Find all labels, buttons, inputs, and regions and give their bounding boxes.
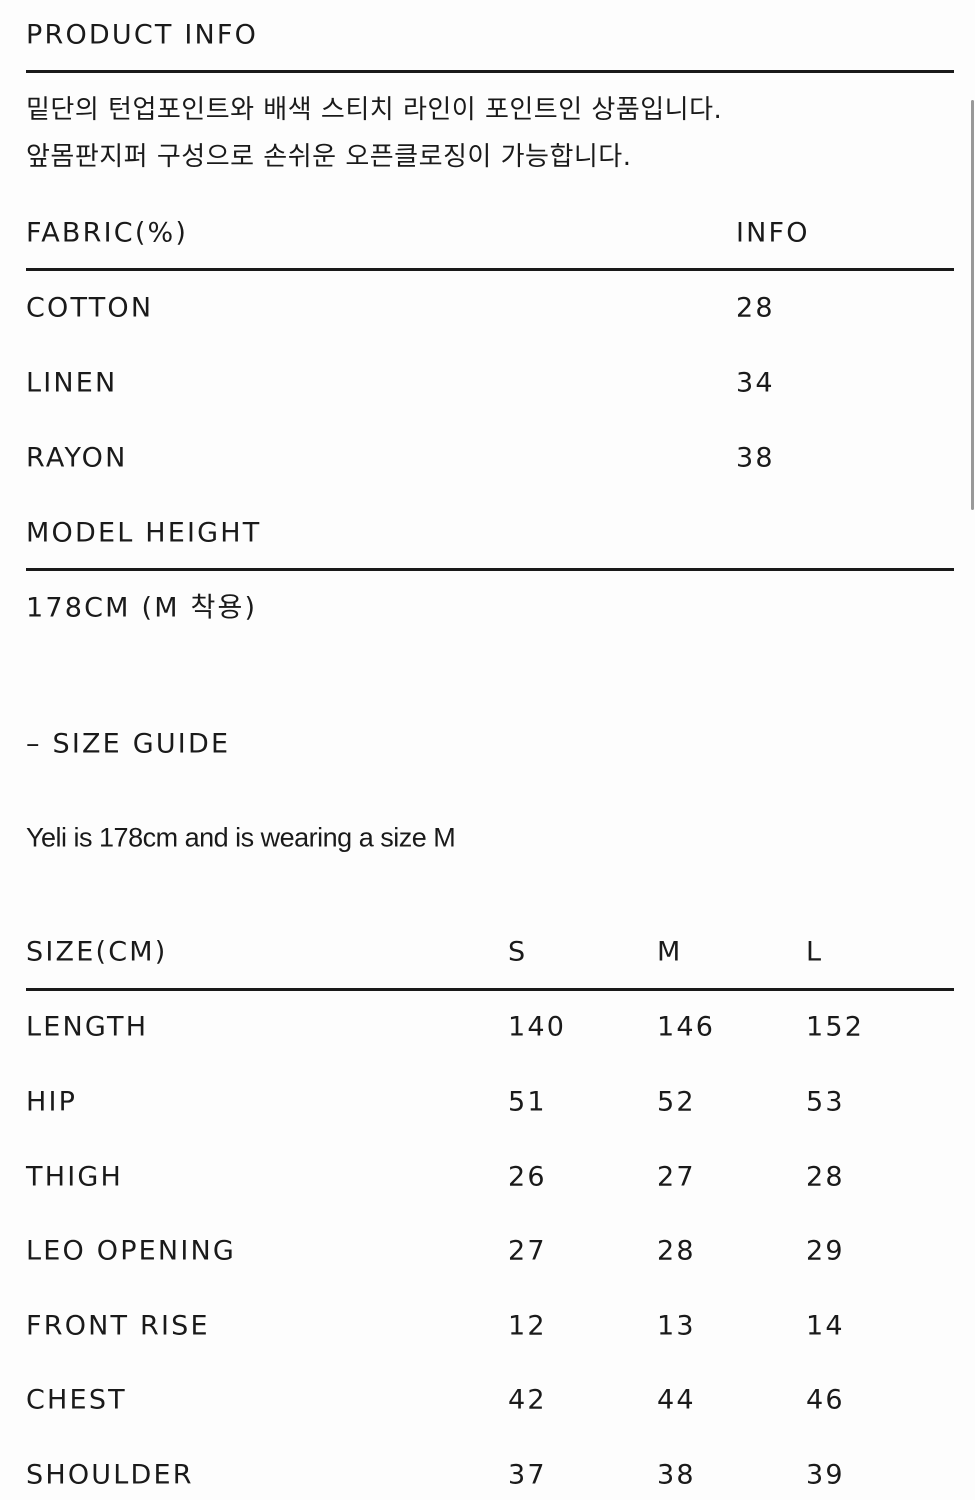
measurement-value: 140 bbox=[508, 1011, 567, 1043]
measurement-value: 27 bbox=[508, 1235, 547, 1267]
measurement-name: FRONT RISE bbox=[26, 1310, 210, 1342]
measurement-name: THIGH bbox=[26, 1161, 123, 1193]
fabric-value: 28 bbox=[736, 292, 775, 324]
measurement-value: 37 bbox=[508, 1459, 547, 1491]
measurement-value: 29 bbox=[806, 1235, 845, 1267]
fabric-value: 34 bbox=[736, 367, 775, 399]
model-size-note: Yeli is 178cm and is wearing a size M bbox=[26, 822, 456, 853]
measurement-name: LENGTH bbox=[26, 1011, 149, 1043]
measurement-name: HIP bbox=[26, 1086, 78, 1118]
size-header-cell: SIZE(CM) bbox=[26, 936, 168, 968]
size-header-cell: L bbox=[806, 936, 824, 968]
model-height-label: MODEL HEIGHT bbox=[26, 517, 262, 549]
measurement-name: CHEST bbox=[26, 1384, 127, 1416]
size-header-cell: S bbox=[508, 936, 528, 968]
measurement-value: 42 bbox=[508, 1384, 547, 1416]
divider bbox=[26, 70, 954, 73]
measurement-value: 46 bbox=[806, 1384, 845, 1416]
measurement-value: 28 bbox=[806, 1161, 845, 1193]
fabric-name: COTTON bbox=[26, 292, 154, 324]
size-guide-title[interactable]: – SIZE GUIDE bbox=[26, 728, 231, 760]
divider bbox=[26, 988, 954, 991]
measurement-value: 28 bbox=[657, 1235, 696, 1267]
measurement-value: 44 bbox=[657, 1384, 696, 1416]
measurement-value: 14 bbox=[806, 1310, 845, 1342]
measurement-value: 13 bbox=[657, 1310, 696, 1342]
divider bbox=[26, 568, 954, 571]
fabric-name: LINEN bbox=[26, 367, 118, 399]
measurement-name: LEO OPENING bbox=[26, 1235, 237, 1267]
measurement-name: SHOULDER bbox=[26, 1459, 194, 1491]
fabric-header: FABRIC(%) bbox=[26, 217, 189, 249]
model-height-value: 178CM (M 착용) bbox=[26, 592, 258, 624]
measurement-value: 51 bbox=[508, 1086, 547, 1118]
fabric-value: 38 bbox=[736, 442, 775, 474]
measurement-value: 39 bbox=[806, 1459, 845, 1491]
measurement-value: 12 bbox=[508, 1310, 547, 1342]
measurement-value: 146 bbox=[657, 1011, 716, 1043]
measurement-value: 53 bbox=[806, 1086, 845, 1118]
measurement-value: 52 bbox=[657, 1086, 696, 1118]
size-header-cell: M bbox=[657, 936, 683, 968]
product-info-title: PRODUCT INFO bbox=[26, 19, 259, 51]
description-line-2: 앞몸판지퍼 구성으로 손쉬운 오픈클로징이 가능합니다. bbox=[26, 142, 632, 172]
scrollbar[interactable] bbox=[971, 100, 974, 510]
fabric-name: RAYON bbox=[26, 442, 128, 474]
description-line-1: 밑단의 턴업포인트와 배색 스티치 라인이 포인트인 상품입니다. bbox=[26, 95, 723, 125]
info-header: INFO bbox=[736, 217, 810, 249]
measurement-value: 27 bbox=[657, 1161, 696, 1193]
measurement-value: 38 bbox=[657, 1459, 696, 1491]
measurement-value: 26 bbox=[508, 1161, 547, 1193]
measurement-value: 152 bbox=[806, 1011, 865, 1043]
divider bbox=[26, 268, 954, 271]
